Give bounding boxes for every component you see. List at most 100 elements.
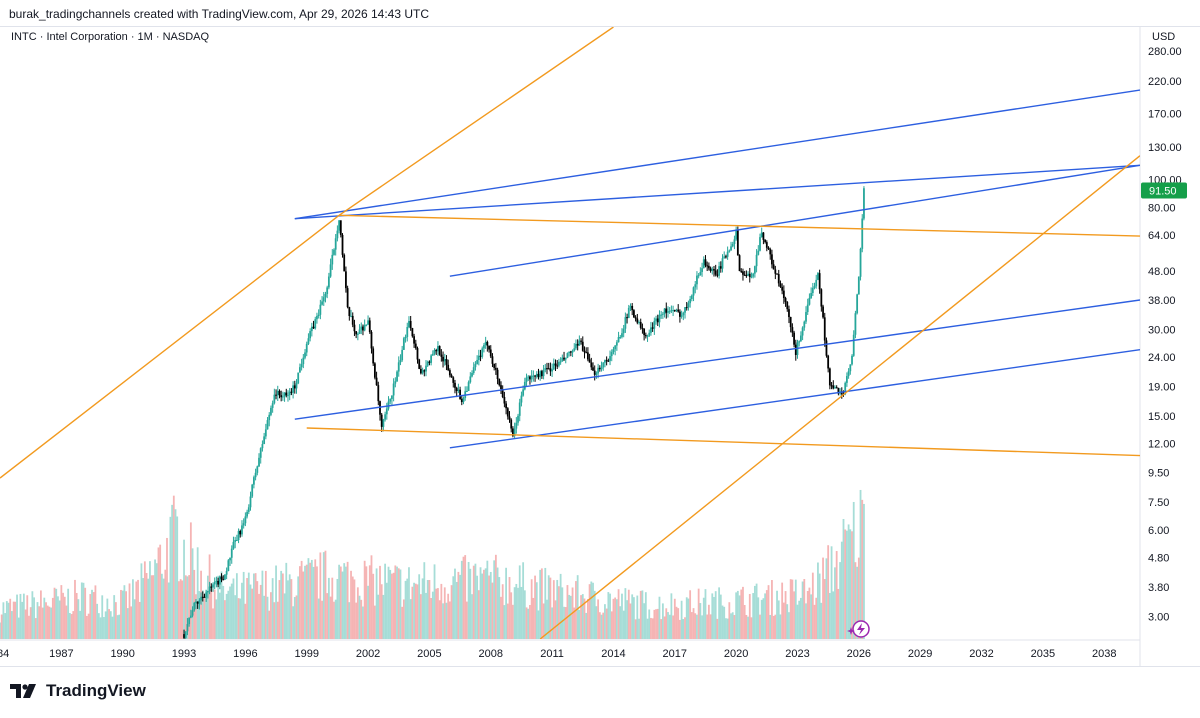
volume-bar bbox=[767, 585, 770, 639]
candle-body bbox=[327, 276, 330, 288]
volume-bar bbox=[605, 608, 608, 639]
candle-body bbox=[857, 276, 860, 295]
attribution-text: burak_tradingchannels created with Tradi… bbox=[9, 7, 430, 21]
candle-body bbox=[421, 370, 424, 374]
candle-body bbox=[343, 254, 346, 272]
volume-bar bbox=[552, 580, 555, 639]
candle-body bbox=[518, 402, 521, 416]
candle-body bbox=[544, 368, 547, 370]
candle-body bbox=[459, 389, 461, 399]
candle-body bbox=[389, 398, 392, 402]
volume-bar bbox=[103, 617, 105, 639]
volume-bar bbox=[682, 619, 685, 639]
candle-body bbox=[299, 367, 301, 373]
volume-bar bbox=[155, 563, 158, 639]
price-tick-label: 9.50 bbox=[1148, 468, 1169, 480]
volume-bar bbox=[287, 580, 289, 639]
volume-bar bbox=[680, 600, 683, 639]
candle-body bbox=[660, 314, 663, 316]
candle-body bbox=[336, 230, 339, 239]
candle-body bbox=[779, 283, 782, 287]
candle-body bbox=[646, 335, 649, 337]
volume-bar bbox=[639, 590, 642, 639]
volume-bar bbox=[60, 585, 63, 639]
candle-body bbox=[742, 271, 744, 275]
candle-body bbox=[484, 341, 487, 345]
tradingview-logo[interactable]: TradingView bbox=[10, 681, 146, 701]
volume-bar bbox=[694, 613, 697, 639]
volume-bar bbox=[759, 614, 761, 639]
volume-bar bbox=[840, 541, 843, 639]
candle-body bbox=[820, 289, 823, 307]
volume-bar bbox=[266, 596, 269, 639]
volume-bar bbox=[322, 552, 325, 639]
volume-bar bbox=[331, 577, 334, 639]
volume-bar bbox=[546, 599, 548, 639]
candle-body bbox=[218, 576, 221, 585]
candle-body bbox=[784, 298, 787, 302]
volume-bar bbox=[743, 605, 746, 639]
volume-bar bbox=[738, 595, 741, 639]
candle-body bbox=[799, 335, 802, 342]
candle-body bbox=[788, 309, 790, 318]
volume-bar bbox=[224, 600, 226, 639]
volume-bar bbox=[435, 588, 438, 639]
candle-body bbox=[704, 259, 707, 266]
volume-bar bbox=[208, 554, 211, 639]
volume-bar bbox=[445, 602, 448, 639]
candle-body bbox=[247, 507, 250, 512]
candle-body bbox=[791, 327, 794, 333]
volume-bar bbox=[89, 594, 92, 639]
candle-body bbox=[360, 326, 363, 330]
volume-bar bbox=[232, 578, 235, 639]
lightning-icon[interactable] bbox=[852, 620, 870, 638]
volume-bar bbox=[854, 562, 857, 639]
candle-body bbox=[418, 359, 421, 369]
candle-body bbox=[471, 373, 473, 377]
volume-bar bbox=[494, 554, 497, 639]
volume-bar bbox=[757, 597, 760, 639]
candle-body bbox=[273, 394, 276, 404]
candle-body bbox=[721, 258, 724, 269]
candle-body bbox=[452, 377, 455, 383]
candle-body bbox=[689, 299, 692, 304]
candle-body bbox=[564, 357, 567, 360]
volume-bar bbox=[501, 584, 504, 639]
candle-body bbox=[397, 362, 400, 372]
volume-bar bbox=[454, 568, 456, 639]
price-axis[interactable]: 280.00220.00170.00130.00100.0080.0064.00… bbox=[1148, 46, 1182, 623]
trendlines[interactable] bbox=[0, 27, 1140, 639]
last-price-badge bbox=[1141, 182, 1187, 199]
candle-body bbox=[694, 284, 697, 288]
volume-bar bbox=[830, 546, 833, 639]
candle-body bbox=[823, 317, 826, 341]
volume-bar bbox=[447, 593, 450, 639]
candle-body bbox=[789, 317, 792, 328]
volume-bar bbox=[218, 592, 221, 639]
volume-bar bbox=[179, 579, 182, 639]
candle-body bbox=[256, 466, 259, 473]
candle-body bbox=[801, 327, 804, 336]
candle-body bbox=[558, 361, 560, 366]
volume-bar bbox=[365, 566, 368, 639]
volume-bar bbox=[493, 560, 496, 639]
candle-body bbox=[563, 357, 565, 360]
symbol-legend[interactable]: INTC · Intel Corporation · 1M · NASDAQ bbox=[11, 31, 210, 43]
volume-bar bbox=[578, 609, 581, 639]
volume-bar bbox=[17, 617, 20, 639]
volume-bar bbox=[558, 586, 560, 639]
volume-bar bbox=[138, 601, 141, 639]
candle-body bbox=[803, 321, 806, 328]
time-axis[interactable]: 984 1987 1990 1993 1996 1999 2002 2005 2008 2011 2… bbox=[0, 648, 1116, 660]
volume-bar bbox=[413, 582, 415, 639]
volume-bar bbox=[706, 614, 709, 639]
volume-bar bbox=[430, 598, 433, 639]
volume-bar bbox=[644, 592, 647, 639]
candle-body bbox=[494, 367, 497, 370]
candle-body bbox=[431, 353, 434, 356]
volume-bar bbox=[615, 599, 618, 639]
volume-bar bbox=[806, 590, 809, 639]
candle-body bbox=[634, 317, 637, 319]
volume-bar bbox=[271, 578, 274, 639]
